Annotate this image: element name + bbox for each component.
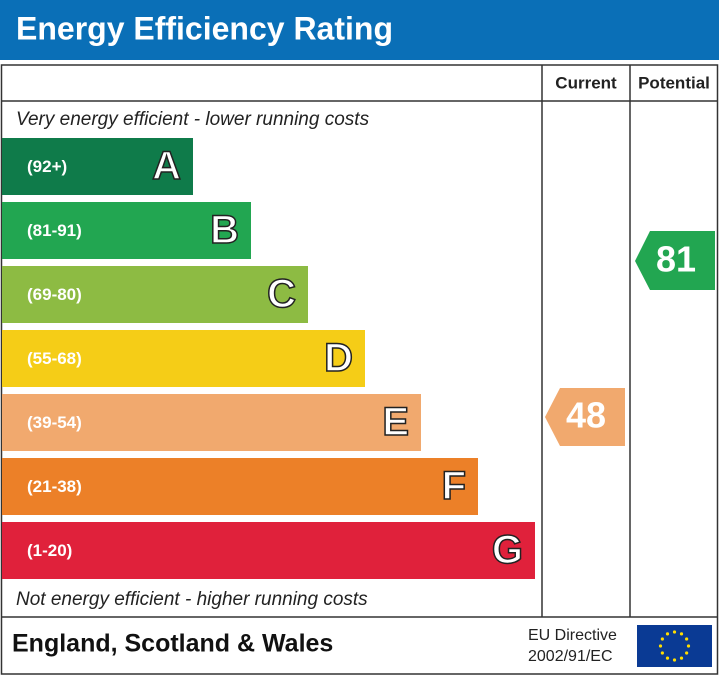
header-bar xyxy=(0,0,719,60)
column-header: Current xyxy=(555,73,617,92)
potential-arrow xyxy=(635,231,715,290)
band-bar xyxy=(2,330,365,387)
band-range: (81-91) xyxy=(27,221,82,240)
band-range: (92+) xyxy=(27,157,67,176)
bottom-note: Not energy efficient - higher running co… xyxy=(16,589,368,610)
star xyxy=(660,651,664,655)
band-range: (1-20) xyxy=(27,541,72,560)
current-rating: 48 xyxy=(566,395,606,436)
band-range: (55-68) xyxy=(27,349,82,368)
bands: (92+) A (81-91) B (69-80) C (55-68) D (39-54) E (2… xyxy=(2,138,535,579)
band-bar xyxy=(2,458,478,515)
band-letter: D xyxy=(324,336,353,380)
frame xyxy=(0,64,719,675)
star xyxy=(686,644,691,648)
star xyxy=(685,651,689,655)
band-letter: C xyxy=(267,272,296,316)
star xyxy=(679,632,684,636)
band-range: (39-54) xyxy=(27,413,82,432)
band-range: (69-80) xyxy=(27,285,82,304)
star xyxy=(658,644,663,648)
band-bar xyxy=(2,138,193,195)
band-letter: B xyxy=(210,208,239,252)
band-range: (21-38) xyxy=(27,477,82,496)
band-bar xyxy=(2,394,421,451)
band-letter: G xyxy=(492,528,523,572)
potential-rating: 81 xyxy=(656,239,696,280)
column-header: Potential xyxy=(638,73,710,92)
band-letter: A xyxy=(152,144,181,188)
directive: 2002/91/EC xyxy=(528,648,613,665)
band-letter: E xyxy=(382,400,409,444)
region: England, Scotland & Wales xyxy=(12,630,333,658)
star xyxy=(665,656,670,660)
star xyxy=(672,658,677,662)
current-arrow xyxy=(545,388,625,446)
star xyxy=(672,630,677,634)
title: Energy Efficiency Rating xyxy=(16,10,393,46)
top-note: Very energy efficient - lower running co… xyxy=(16,109,370,130)
band-bar xyxy=(2,266,308,323)
band-letter: F xyxy=(442,464,466,508)
band-bar xyxy=(2,522,535,579)
star xyxy=(665,632,670,636)
star xyxy=(660,637,664,641)
star xyxy=(679,656,684,660)
band-bar xyxy=(2,202,251,259)
directive: EU Directive xyxy=(528,627,617,644)
star xyxy=(685,637,689,641)
eu-stars xyxy=(658,630,691,662)
